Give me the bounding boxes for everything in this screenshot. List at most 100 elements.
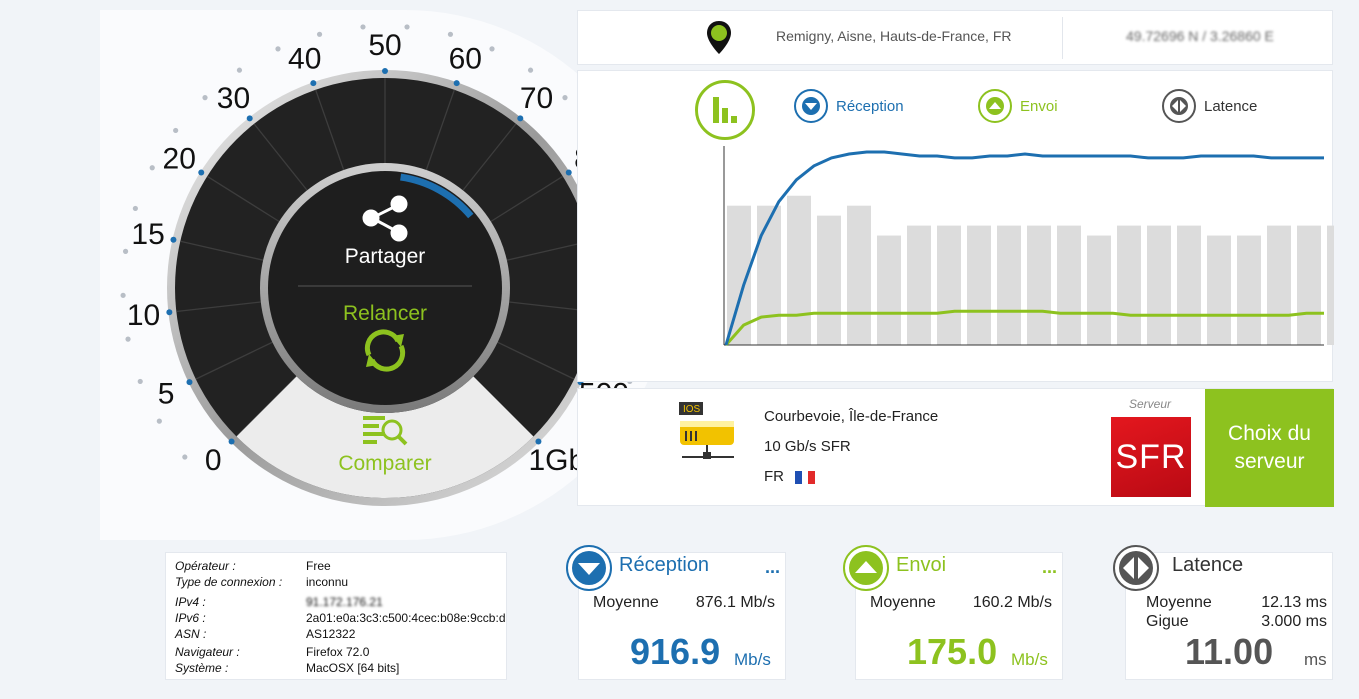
legend-upload[interactable]: Envoi <box>978 89 1058 123</box>
latency-bar <box>1147 225 1171 345</box>
gauge-segment-line <box>315 89 345 171</box>
share-button[interactable]: Partager <box>345 195 426 268</box>
svg-text:IOS: IOS <box>683 404 701 415</box>
latency-bar <box>787 195 811 345</box>
location-name: Remigny, Aisne, Hauts-de-France, FR <box>776 28 1012 44</box>
latency-bar <box>847 205 871 345</box>
gauge-segment-line <box>490 175 564 223</box>
info-value: 91.172.176.21 <box>306 595 383 609</box>
latency-result-card: Latence Moyenne 12.13 ms Gigue 3.000 ms … <box>1113 545 1333 680</box>
connection-info: Opérateur : Free Type de connexion : inc… <box>165 552 507 680</box>
gauge-segment-line <box>206 175 280 223</box>
info-value: 2a01:e0a:3c3:c500:4cec:b08e:9ccb:db2 <box>306 611 506 625</box>
gauge-tick-label: 60 <box>449 43 482 76</box>
inner-face <box>268 171 502 405</box>
latency-bar <box>907 225 931 345</box>
info-label: ASN : <box>175 627 207 641</box>
gauge-tick-label: 30 <box>217 82 250 115</box>
share-icon <box>362 195 408 242</box>
latency-bar <box>877 235 901 345</box>
latency-value: 11.00 <box>1185 631 1274 672</box>
gauge-segment-line <box>506 240 590 261</box>
gauge-dot <box>149 165 155 171</box>
download-result-card: Réception ... Moyenne 876.1 Mb/s 916.9 M… <box>566 545 786 680</box>
gauge-dot <box>132 205 138 212</box>
latency-bar <box>937 225 961 345</box>
upload-icon <box>843 545 889 591</box>
compare-button[interactable]: Comparer <box>338 416 432 475</box>
upload-avg-label: Moyenne <box>870 594 936 611</box>
legend-download[interactable]: Réception <box>794 89 904 123</box>
refresh-icon <box>364 329 406 372</box>
gauge-segment-line <box>176 301 261 313</box>
info-value: Free <box>306 559 331 573</box>
restart-label: Relancer <box>343 302 427 325</box>
latency-avg-label: Moyenne <box>1146 594 1212 611</box>
gauge-dot <box>447 31 454 37</box>
upload-result-card: Envoi ... Moyenne 160.2 Mb/s 175.0 Mb/s <box>843 545 1063 680</box>
latency-title: Latence <box>1172 554 1244 576</box>
gauge-dot <box>236 67 243 73</box>
download-legend-icon <box>794 89 828 123</box>
restart-button[interactable]: Relancer <box>343 302 427 372</box>
info-value: Firefox 72.0 <box>306 645 370 659</box>
upload-legend-icon <box>978 89 1012 123</box>
download-icon <box>566 545 612 591</box>
server-city: Courbevoie, Île-de-France <box>764 408 939 425</box>
gauge-dot <box>275 46 281 52</box>
download-title: Réception <box>619 554 710 576</box>
compare-label: Comparer <box>338 452 431 475</box>
latency-bar <box>1237 235 1261 345</box>
server-tag: Serveur <box>1129 397 1172 411</box>
location-bar: Remigny, Aisne, Hauts-de-France, FR 49.7… <box>577 10 1333 65</box>
gauge-dot <box>404 24 410 30</box>
gauge-tick-label: 50 <box>368 29 401 62</box>
info-value: MacOSX [64 bits] <box>306 661 400 675</box>
latency-icon <box>1113 545 1159 591</box>
upload-value: 175.0 <box>907 631 998 672</box>
latency-bar <box>1117 225 1141 345</box>
gauge-dot <box>122 248 129 254</box>
upload-more-button[interactable]: ... <box>1042 557 1058 577</box>
location-coordinates: 49.72696 N / 3.26860 E <box>1126 28 1274 44</box>
info-label: Navigateur : <box>175 645 240 659</box>
gauge-dot <box>489 46 495 52</box>
latency-bar <box>1207 235 1231 345</box>
gauge-tick-label: 10 <box>127 299 160 332</box>
download-avg-value: 876.1 Mb/s <box>695 594 775 611</box>
location-pin-icon <box>707 21 731 54</box>
download-avg-label: Moyenne <box>593 594 659 611</box>
choose-server-label: Choix du serveur <box>1228 422 1311 473</box>
gauge-tick-label: 1Gb <box>528 444 585 477</box>
gauge-segment-line <box>180 240 264 261</box>
gauge-tick-marker <box>186 379 193 386</box>
gauge-tick-marker <box>517 115 524 122</box>
info-row-ipv6: IPv6 : 2a01:e0a:3c3:c500:4cec:b08e:9ccb:… <box>175 611 506 625</box>
gauge-dot <box>360 24 366 30</box>
legend-latency[interactable]: Latence <box>1162 89 1257 123</box>
download-more-button[interactable]: ... <box>765 557 781 577</box>
gauge-tick-marker <box>170 236 177 243</box>
gauge-segment-line <box>497 341 575 380</box>
choose-server-button[interactable]: Choix du serveur <box>1205 389 1334 507</box>
info-label: Type de connexion : <box>175 575 283 589</box>
gauge-tick-marker <box>453 80 460 87</box>
jitter-label: Gigue <box>1146 613 1189 630</box>
gauge-tick-label: 40 <box>288 43 321 76</box>
chart-toggle-button[interactable] <box>695 80 755 140</box>
gauge-tick-marker <box>166 309 173 316</box>
download-unit: Mb/s <box>734 650 771 669</box>
info-value: AS12322 <box>306 627 356 641</box>
gauge-dot <box>173 127 179 134</box>
gauge-tick-label: 0 <box>205 444 222 477</box>
latency-bar <box>1177 225 1201 345</box>
latency-bar <box>1267 225 1291 345</box>
info-label: Opérateur : <box>175 559 236 573</box>
gauge-segment-line <box>462 123 517 191</box>
speed-chart <box>723 146 1334 346</box>
gauge-dot <box>120 292 126 298</box>
upload-unit: Mb/s <box>1011 650 1048 669</box>
gauge-tick-label: 5 <box>158 377 175 410</box>
bar-chart-icon <box>713 97 737 123</box>
progress-arc <box>400 173 474 219</box>
